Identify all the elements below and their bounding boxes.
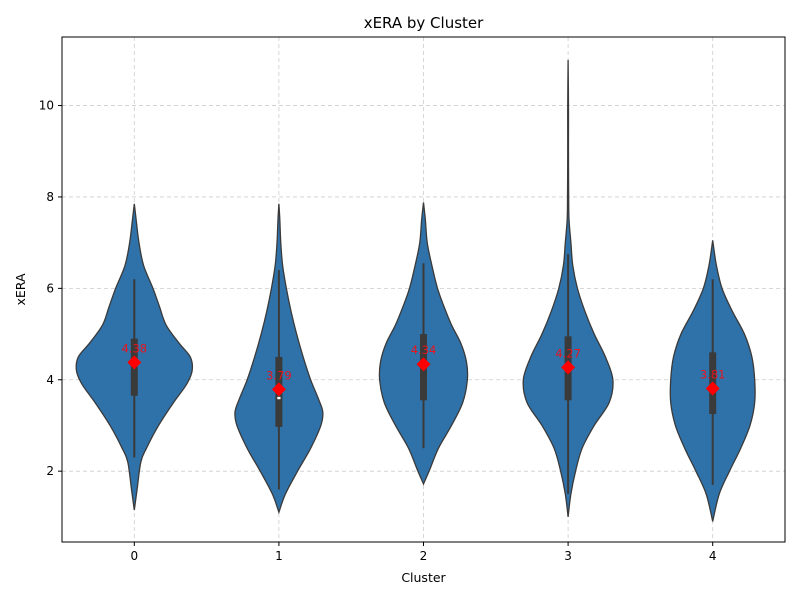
mean-label-4: 3.81 [700, 367, 726, 381]
mean-label-0: 4.38 [121, 341, 147, 355]
y-tick-label: 10 [39, 99, 54, 113]
mean-label-2: 4.34 [411, 343, 437, 357]
x-tick-label: 0 [130, 549, 138, 563]
x-axis-label: Cluster [401, 570, 446, 585]
y-tick-label: 2 [46, 464, 54, 478]
y-tick-label: 6 [46, 281, 54, 295]
x-axis-ticks: 0 1 2 3 4 [130, 542, 717, 563]
mean-marker-3 [561, 360, 576, 375]
x-tick-label: 3 [564, 549, 572, 563]
y-axis-label: xERA [13, 273, 28, 305]
median-1 [277, 396, 281, 400]
x-tick-label: 4 [709, 549, 717, 563]
mean-marker-4 [705, 381, 720, 396]
x-tick-label: 1 [275, 549, 283, 563]
chart-title: xERA by Cluster [364, 14, 484, 32]
y-axis-ticks: 2 4 6 8 10 [39, 99, 62, 478]
mean-marker-1 [271, 382, 286, 397]
mean-label-3: 4.27 [555, 346, 581, 360]
mean-label-1: 3.79 [266, 368, 292, 382]
y-tick-label: 8 [46, 190, 54, 204]
mean-markers: 4.38 3.79 4.34 4.27 3.81 [121, 341, 726, 397]
mean-marker-0 [127, 355, 142, 370]
y-tick-label: 4 [46, 373, 54, 387]
violins [75, 59, 756, 522]
mean-marker-2 [416, 357, 431, 372]
x-tick-label: 2 [420, 549, 428, 563]
